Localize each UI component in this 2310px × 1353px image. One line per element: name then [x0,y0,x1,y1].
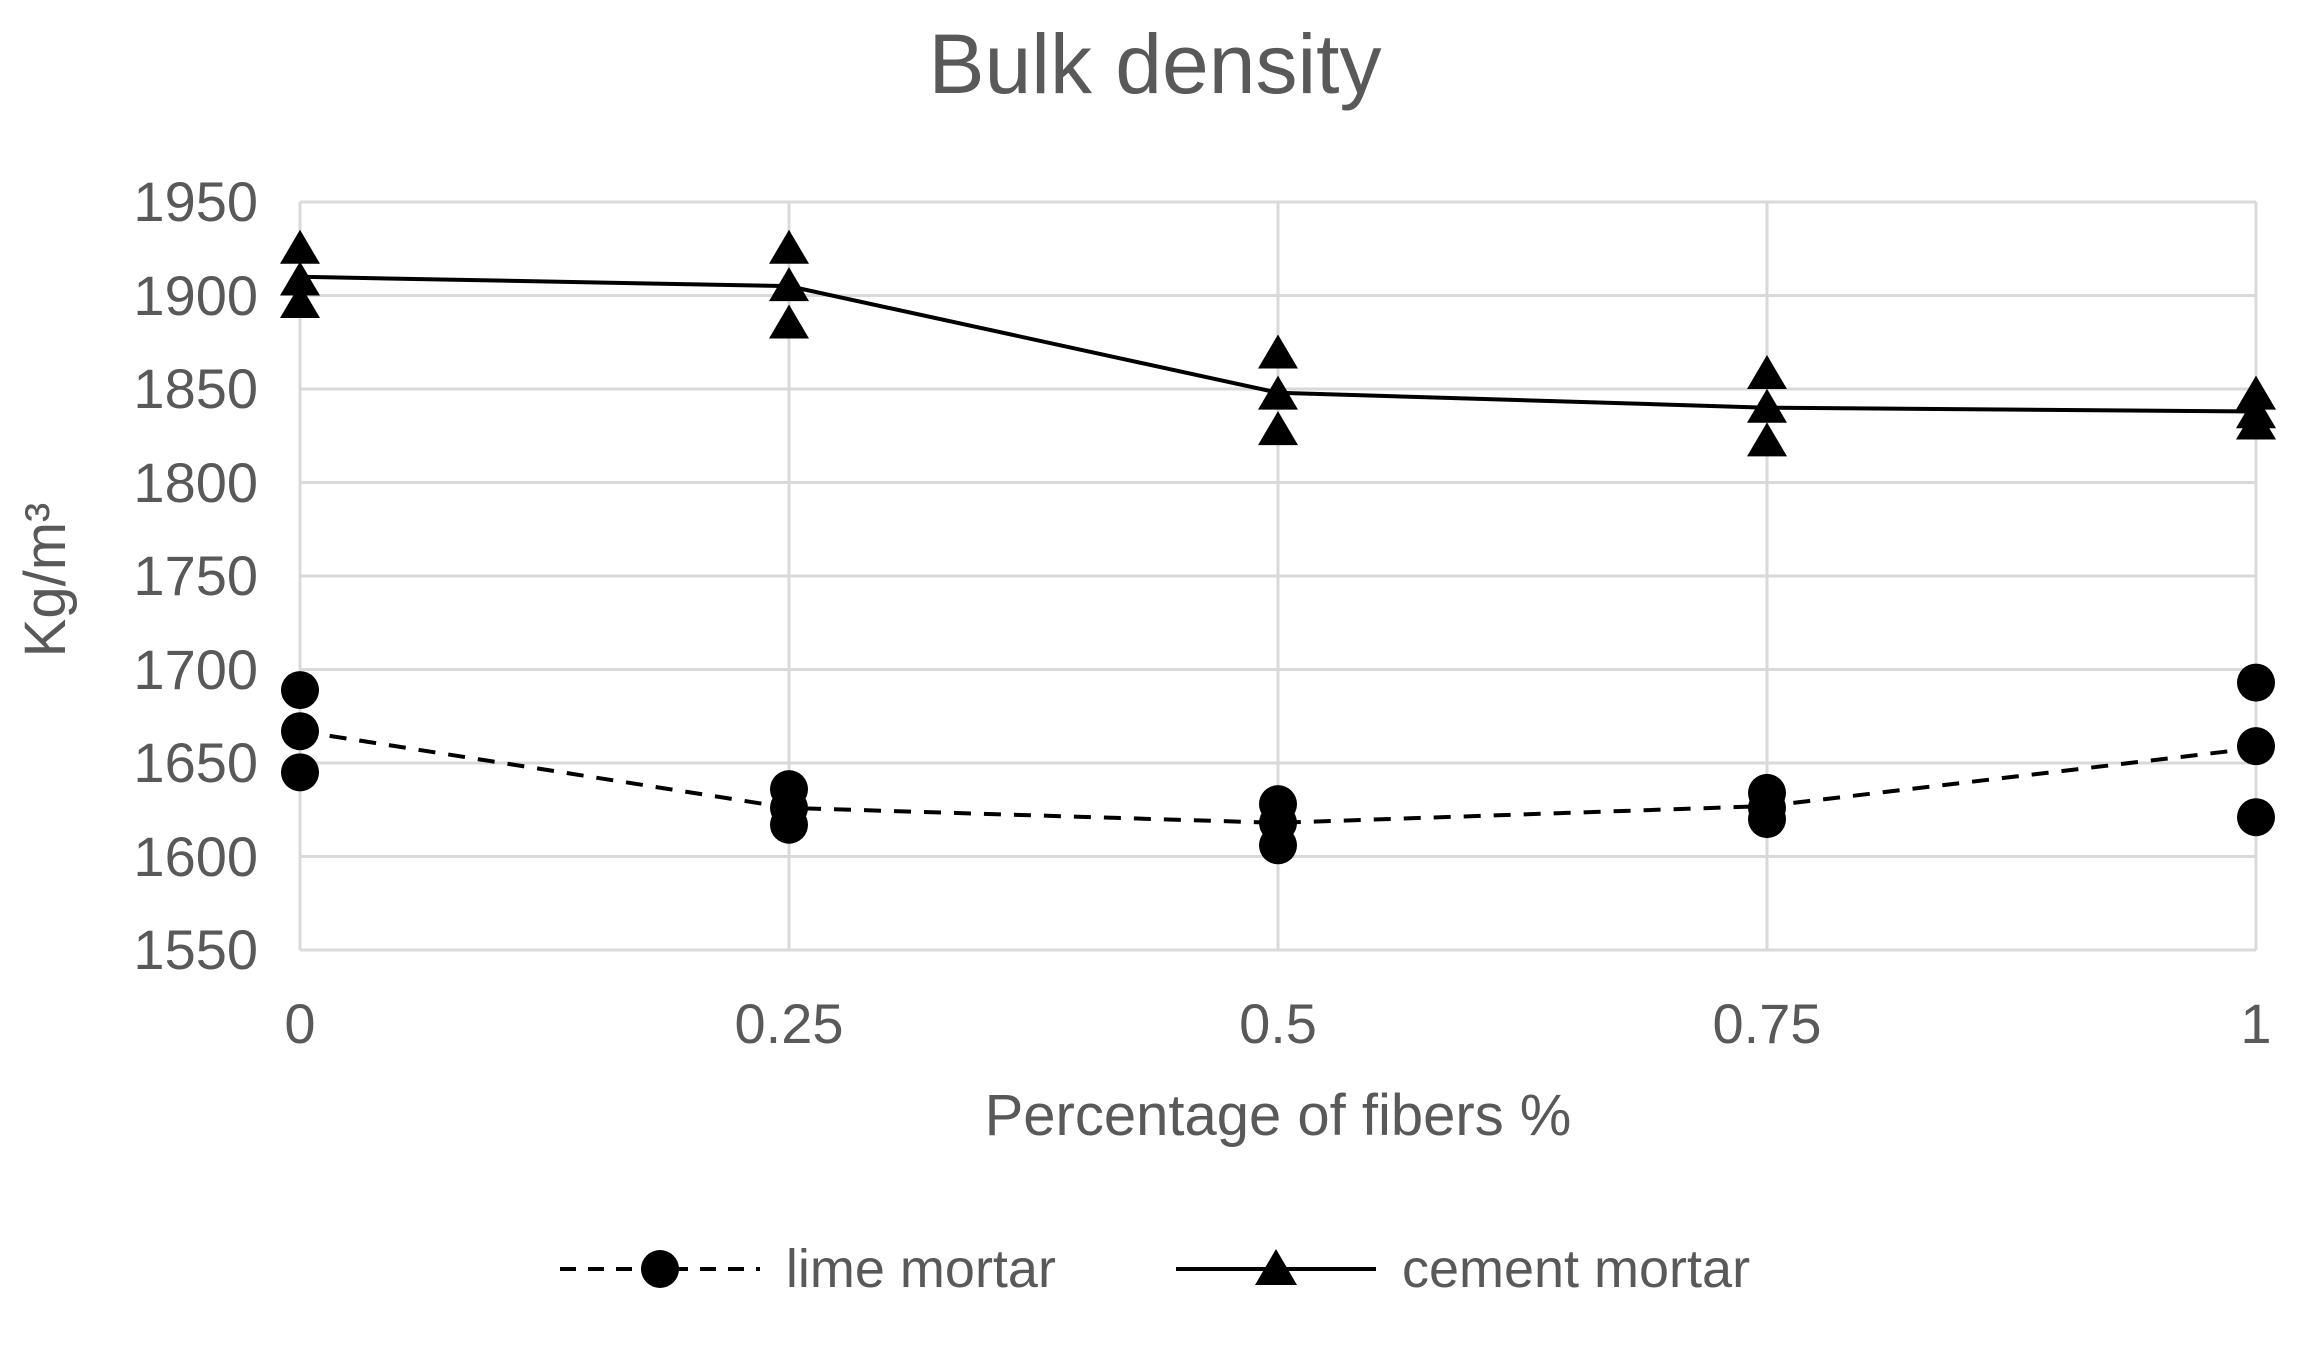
y-tick-label: 1800 [133,450,258,514]
cement-mortar-point [2236,375,2276,410]
plot-svg [280,200,2276,952]
plot-area [280,200,2276,952]
lime-mortar-point [1259,826,1297,865]
lime-mortar-point [2237,798,2275,837]
lime-mortar-point [2237,663,2275,702]
cement-mortar-point [2236,405,2276,440]
y-tick-label: 1700 [133,637,258,701]
cement-mortar-point [1258,334,1298,369]
lime-mortar-swatch-icon [559,1250,760,1288]
cement-mortar-point [280,261,320,296]
lime-mortar-point [281,753,319,792]
cement-mortar-point [280,283,320,318]
x-axis-title: Percentage of fibers % [984,1083,1572,1148]
y-tick-label: 1650 [133,731,258,794]
x-tick-label: 0.25 [734,992,844,1055]
x-tick-label: 0.5 [1239,992,1317,1055]
legend-item-cement-mortar: cement mortar [1175,1238,1751,1300]
chart-title: Bulk density [928,17,1382,111]
cement-mortar-point [769,304,809,339]
cement-mortar-point [1747,388,1787,423]
cement-mortar-swatch-icon [1175,1249,1376,1285]
cement-mortar-point [280,229,320,264]
legend-label-lime-mortar: lime mortar [785,1239,1056,1299]
legend-item-lime-mortar: lime mortar [559,1238,1056,1300]
y-tick-label: 1750 [133,544,258,607]
y-tick-label: 1600 [133,824,258,888]
x-tick-label: 1 [2240,992,2272,1055]
y-tick-label: 1850 [133,357,258,420]
cement-mortar-point [1747,422,1787,457]
lime-mortar-point [281,712,319,751]
lime-mortar-point [1748,800,1786,839]
legend-label-cement-mortar: cement mortar [1401,1239,1751,1299]
cement-mortar-point [769,229,809,264]
cement-mortar-point [1747,355,1787,390]
lime-mortar-point [2237,727,2275,766]
cement-mortar-point [1258,375,1298,410]
y-tick-label: 1950 [133,170,258,233]
lime-mortar-point [770,805,808,844]
cement-mortar-point [769,267,809,302]
lime-mortar-point [281,671,319,710]
x-tick-label: 0 [284,992,316,1055]
y-tick-label: 1900 [133,263,258,327]
cement-mortar-point [1258,411,1298,446]
y-tick-label: 1550 [133,918,258,981]
x-tick-label: 0.75 [1712,992,1822,1055]
y-axis-title: Kg/m³ [13,502,78,658]
legend: lime mortar cement mortar [0,1238,2310,1300]
